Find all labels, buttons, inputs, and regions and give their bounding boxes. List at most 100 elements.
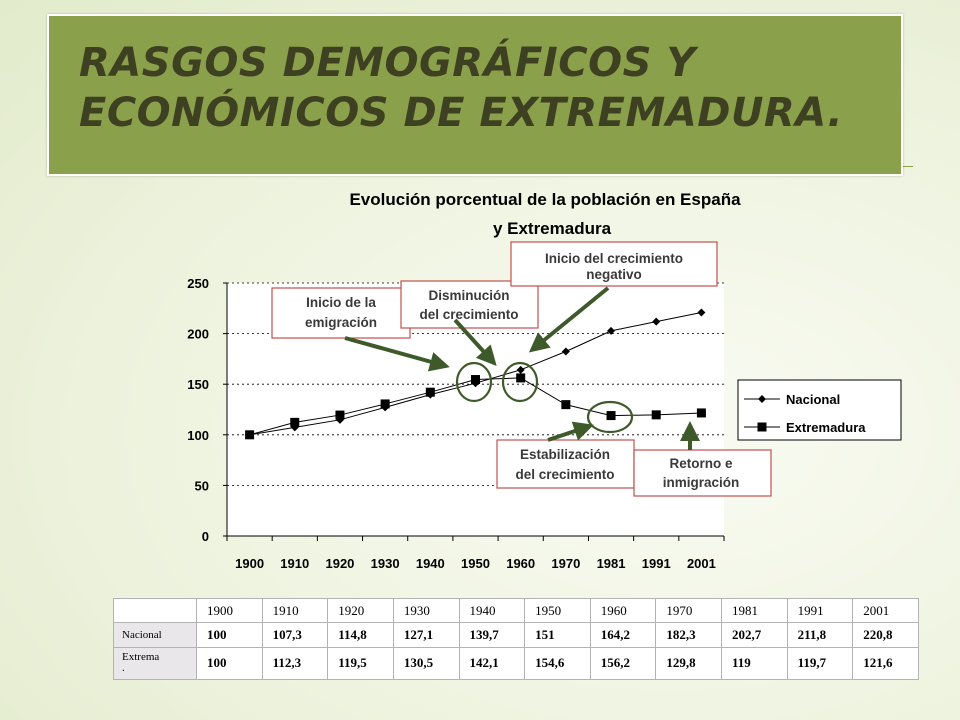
title-accent-line — [903, 166, 913, 167]
table-cell: 156,2 — [589, 646, 657, 681]
table-cell: 119 — [721, 646, 788, 681]
data-point-extremadura — [696, 408, 706, 418]
legend-label: Extremadura — [786, 420, 866, 435]
chart-title-line-2: y Extremadura — [493, 219, 612, 238]
legend-marker — [758, 395, 766, 403]
table-header-cell: 1920 — [327, 597, 394, 624]
table-cell: 142,1 — [458, 646, 526, 681]
data-table: 1900 1910 1920 1930 1940 1950 1960 1970 … — [113, 597, 919, 681]
x-tick-label: 1930 — [371, 556, 400, 571]
annotation-text: del crecimiento — [515, 467, 614, 482]
table-row-label: Nacional — [113, 622, 197, 648]
data-point-nacional — [607, 326, 616, 335]
annotation-arrow — [528, 286, 610, 353]
table-cell: 130,5 — [392, 646, 460, 681]
annotation-arrow — [344, 336, 450, 372]
table-cell: 100 — [196, 646, 263, 681]
table-cell: 220,8 — [852, 622, 919, 648]
y-tick-label: 100 — [187, 428, 209, 443]
data-point-extremadura — [245, 430, 255, 440]
highlight-circle — [501, 361, 539, 403]
legend-marker — [757, 422, 767, 432]
annotation-text: Inicio del crecimiento — [545, 251, 683, 266]
y-tick-label: 200 — [187, 327, 209, 342]
data-point-extremadura — [606, 411, 616, 421]
table-header-cell: 1950 — [524, 597, 591, 624]
x-tick-label: 1920 — [325, 556, 354, 571]
annotation-text: negativo — [586, 267, 642, 282]
data-point-extremadura — [380, 399, 390, 409]
table-cell: 112,3 — [261, 646, 329, 681]
table-cell: 119,7 — [786, 646, 854, 681]
table-cell: 164,2 — [589, 622, 657, 648]
annotation-box — [400, 280, 539, 329]
table-header-cell: 1960 — [589, 597, 657, 624]
title-banner: RASGOS DEMOGRÁFICOS Y ECONÓMICOS DE EXTR… — [47, 14, 903, 176]
table-header-cell: 1970 — [655, 597, 722, 624]
annotation-arrow — [453, 318, 497, 366]
table-cell: 211,8 — [786, 622, 854, 648]
annotation-text: Disminución — [428, 288, 509, 303]
data-point-extremadura — [516, 373, 526, 383]
x-tick-label: 1940 — [416, 556, 445, 571]
table-cell: 107,3 — [261, 622, 329, 648]
x-tick-label: 1981 — [597, 556, 626, 571]
table-corner-cell — [113, 597, 197, 624]
y-tick-label: 50 — [195, 478, 209, 493]
table-header-cell: 1900 — [196, 597, 263, 624]
highlight-circle — [455, 361, 493, 403]
legend-label: Nacional — [786, 392, 840, 407]
x-tick-label: 1960 — [506, 556, 535, 571]
data-point-nacional — [561, 347, 570, 356]
table-cell: 151 — [524, 622, 591, 648]
slide-title-line-2: ECONÓMICOS DE EXTREMADURA. — [79, 90, 844, 136]
table-cell: 114,8 — [327, 622, 394, 648]
population-chart: Evolución porcentual de la población en … — [187, 190, 902, 571]
data-point-nacional — [516, 365, 525, 374]
table-cell: 202,7 — [721, 622, 788, 648]
y-tick-label: 0 — [202, 529, 209, 544]
data-point-extremadura — [561, 400, 571, 410]
annotation-box — [633, 449, 772, 497]
x-tick-label: 1950 — [461, 556, 490, 571]
y-tick-label: 250 — [187, 276, 209, 291]
data-point-extremadura — [471, 375, 480, 385]
table-row-label: Extrema . — [113, 646, 197, 681]
annotation-arrow — [547, 421, 594, 442]
x-tick-label: 1910 — [280, 556, 309, 571]
table-cell: 127,1 — [392, 622, 460, 648]
annotation-text: del crecimiento — [419, 307, 518, 322]
x-tick-label: 1900 — [235, 556, 264, 571]
chart-title-line-1: Evolución porcentual de la población en … — [349, 190, 741, 209]
table-cell: 129,8 — [655, 646, 722, 681]
x-tick-label: 2001 — [687, 556, 716, 571]
annotation-text: Inicio de la — [306, 295, 376, 310]
table-header-cell: 1981 — [721, 597, 788, 624]
data-point-extremadura — [290, 417, 300, 427]
table-cell: 121,6 — [852, 646, 919, 681]
data-point-nacional — [652, 317, 661, 326]
x-tick-label: 1970 — [551, 556, 580, 571]
highlight-circle — [586, 400, 634, 434]
annotation-text: Retorno e — [669, 456, 732, 471]
slide-title-line-1: RASGOS DEMOGRÁFICOS Y — [79, 40, 696, 86]
table-header-cell: 1940 — [458, 597, 526, 624]
table-cell: 154,6 — [524, 646, 591, 681]
table-header-cell: 1930 — [392, 597, 460, 624]
annotation-box — [271, 287, 411, 339]
table-header-cell: 2001 — [852, 597, 919, 624]
table-header-cell: 1991 — [786, 597, 854, 624]
table-cell: 139,7 — [458, 622, 526, 648]
annotation-box — [510, 241, 718, 287]
x-tick-label: 1991 — [642, 556, 671, 571]
annotation-text: Estabilización — [520, 447, 610, 462]
annotation-box — [496, 439, 635, 489]
table-cell: 182,3 — [655, 622, 722, 648]
data-point-nacional — [697, 308, 706, 317]
annotation-text: emigración — [305, 315, 377, 330]
table-row-nacional: Nacional 100 107,3 114,8 127,1 139,7 151… — [113, 622, 919, 648]
table-row-extremadura: Extrema . 100 112,3 119,5 130,5 142,1 15… — [113, 646, 919, 681]
y-tick-label: 150 — [187, 377, 209, 392]
data-point-extremadura — [335, 410, 345, 420]
table-header-row: 1900 1910 1920 1930 1940 1950 1960 1970 … — [113, 597, 919, 624]
